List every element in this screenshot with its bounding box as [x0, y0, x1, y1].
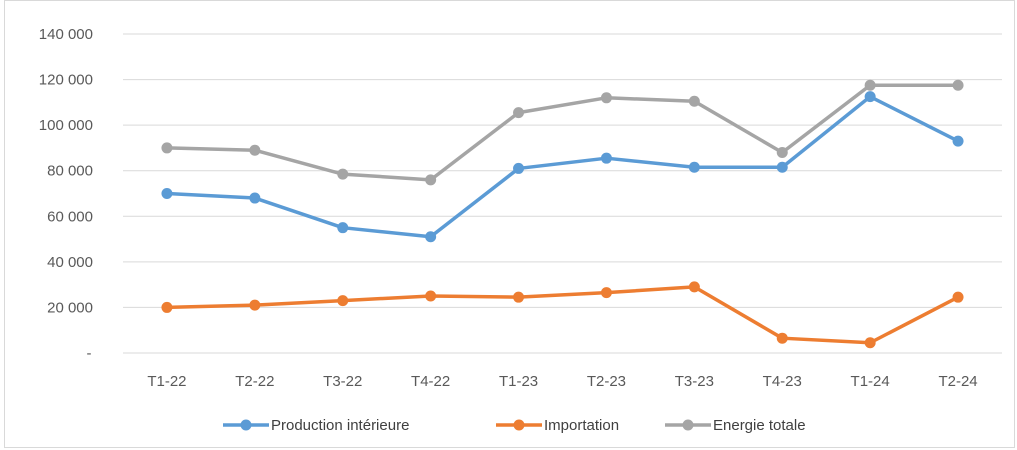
data-point: [600, 287, 612, 299]
y-tick-label: 60 000: [47, 208, 93, 225]
y-tick-label: -: [87, 345, 92, 362]
data-point: [249, 144, 261, 156]
y-tick-label: 100 000: [39, 117, 93, 134]
series-line: [165, 285, 960, 345]
x-tick-label: T3-23: [675, 373, 714, 390]
data-point: [337, 168, 349, 180]
legend-item: Production intérieure: [223, 417, 409, 434]
data-point: [864, 337, 876, 349]
data-point: [952, 291, 964, 303]
legend-swatch-marker: [682, 419, 694, 431]
legend-swatch-marker: [513, 419, 525, 431]
y-tick-label: 140 000: [39, 26, 93, 43]
x-tick-label: T3-22: [323, 373, 362, 390]
series-line: [165, 83, 960, 182]
data-point: [864, 79, 876, 91]
chart-area: - 20 000 40 000 60 000 80 000 100 000 120 000 1…: [4, 0, 1015, 448]
data-point: [688, 161, 700, 173]
data-point: [161, 142, 173, 154]
x-tick-label: T4-23: [763, 373, 802, 390]
data-point: [600, 152, 612, 164]
data-point: [337, 295, 349, 307]
data-point: [952, 79, 964, 91]
y-tick-label: 80 000: [47, 163, 93, 180]
data-point: [249, 192, 261, 204]
data-point: [688, 281, 700, 293]
legend: Production intérieure Importation Energie …: [223, 417, 806, 434]
data-point: [513, 162, 525, 174]
data-point: [776, 332, 788, 344]
legend-item: Energie totale: [665, 417, 806, 434]
x-axis-tick-labels: T1-22 T2-22 T3-22 T4-22 T1-23 T2-23 T3-23 T4-23…: [147, 373, 977, 390]
x-tick-label: T2-24: [938, 373, 977, 390]
legend-swatch-marker: [240, 419, 252, 431]
x-tick-label: T2-22: [235, 373, 274, 390]
data-point: [161, 188, 173, 199]
data-point: [776, 161, 788, 173]
data-point: [161, 301, 173, 313]
data-point: [600, 92, 612, 104]
data-point: [249, 299, 261, 311]
series-production-int-rieure: [161, 91, 964, 243]
data-point: [425, 290, 437, 302]
data-point: [688, 95, 700, 107]
legend-item: Importation: [496, 417, 619, 434]
legend-label: Production intérieure: [271, 417, 409, 434]
data-point: [337, 222, 349, 234]
x-tick-label: T2-23: [587, 373, 626, 390]
y-tick-label: 20 000: [47, 299, 93, 316]
data-point: [776, 146, 788, 158]
data-point: [513, 107, 525, 119]
data-point: [425, 231, 437, 243]
data-point: [864, 91, 876, 103]
series-energie-totale: [161, 79, 964, 186]
series-importation: [161, 281, 964, 349]
x-tick-label: T1-23: [499, 373, 538, 390]
y-tick-label: 120 000: [39, 72, 93, 89]
gridlines: [123, 33, 1002, 354]
legend-label: Energie totale: [713, 417, 806, 434]
x-tick-label: T1-24: [851, 373, 890, 390]
series-lines: [161, 79, 964, 349]
x-tick-label: T4-22: [411, 373, 450, 390]
legend-label: Importation: [544, 417, 619, 434]
line-chart: - 20 000 40 000 60 000 80 000 100 000 120 000 1…: [39, 26, 1002, 434]
data-point: [952, 135, 964, 147]
y-tick-label: 40 000: [47, 254, 93, 271]
series-line: [165, 94, 960, 239]
data-point: [513, 291, 525, 303]
data-point: [425, 174, 437, 186]
y-axis-tick-labels: - 20 000 40 000 60 000 80 000 100 000 120 000 1…: [39, 26, 93, 362]
x-tick-label: T1-22: [147, 373, 186, 390]
